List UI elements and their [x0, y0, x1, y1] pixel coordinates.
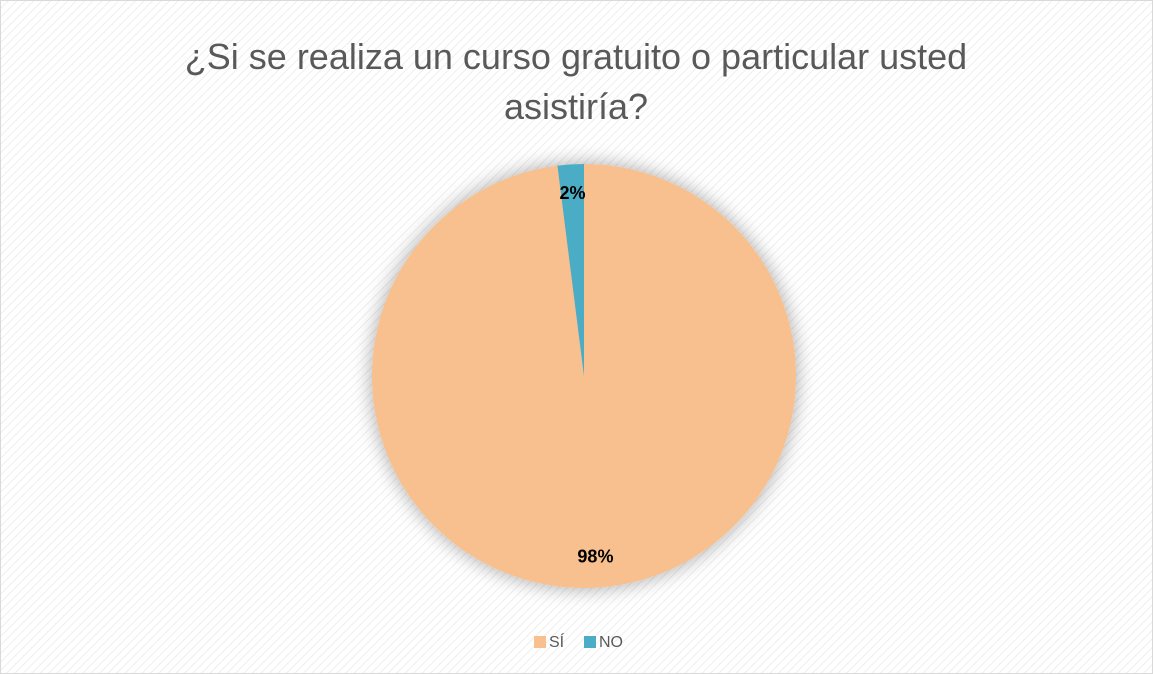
pie-slice [557, 164, 584, 376]
data-label: 2% [560, 183, 586, 203]
legend-label: NO [599, 634, 623, 651]
chart-title: ¿Si se realiza un curso gratuito o parti… [184, 36, 968, 127]
legend-swatch [534, 636, 546, 648]
legend-label: SÍ [549, 632, 565, 651]
data-label: 98% [577, 547, 613, 567]
pie [371, 164, 796, 588]
legend-swatch [584, 636, 596, 648]
